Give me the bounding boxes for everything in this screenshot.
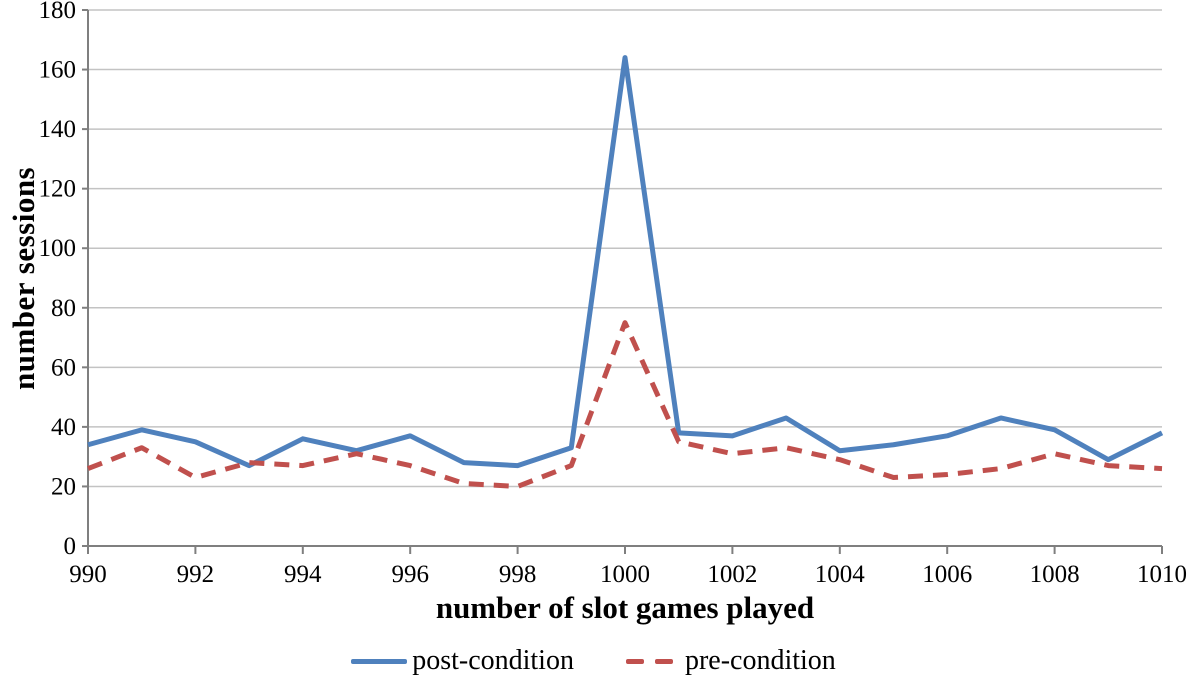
y-tick-label: 40 [51,414,76,441]
x-tick-label: 992 [177,561,215,588]
x-tick-label: 1008 [1030,561,1080,588]
x-axis-title: number of slot games played [435,590,815,625]
pre-condition-dash-swatch [625,658,673,664]
x-tick-label: 1002 [707,561,757,588]
x-tick-label: 996 [391,561,429,588]
x-tick-label: 1000 [600,561,650,588]
y-tick-label: 180 [39,0,77,24]
x-tick-label: 994 [284,561,322,588]
y-tick-label: 80 [51,295,76,322]
y-tick-label: 140 [39,116,77,143]
legend-item-pre-condition: pre-condition [625,645,836,677]
post-condition-line-swatch [351,658,408,664]
y-tick-label: 120 [39,176,77,203]
x-tick-label: 1010 [1137,561,1187,588]
series-line-pre-condition [87,320,1163,489]
y-tick-label: 100 [39,235,77,262]
legend-item-post-condition: post-condition [351,645,574,677]
legend-label-post-condition: post-condition [412,645,574,676]
x-tick-label: 990 [69,561,107,588]
x-tick-label: 1006 [922,561,972,588]
y-tick-label: 60 [51,354,76,381]
y-tick-label: 160 [39,57,77,84]
x-tick-label: 998 [499,561,537,588]
series-line-post-condition [87,55,1164,469]
x-tick-label: 1004 [815,561,866,588]
legend: post-condition pre-condition [0,645,1187,677]
legend-label-pre-condition: pre-condition [684,645,836,676]
y-tick-label: 0 [64,533,77,560]
y-axis-title: number sessions [6,166,41,390]
y-tick-label: 20 [51,473,76,500]
